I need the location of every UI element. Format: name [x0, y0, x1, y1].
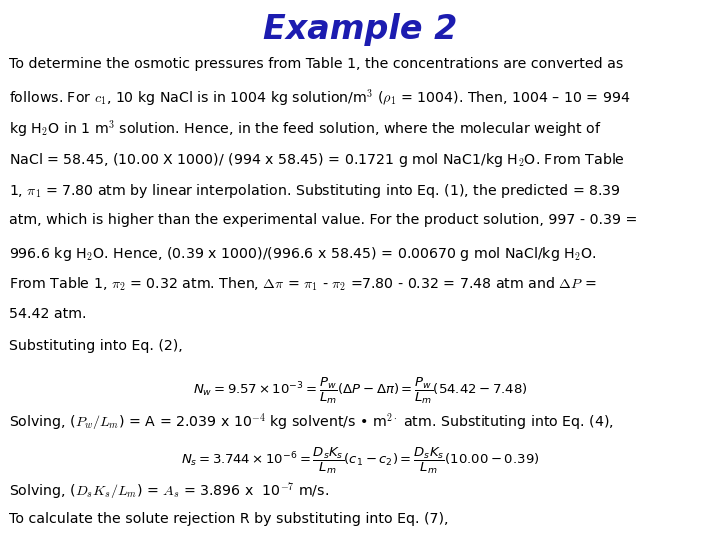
Text: 1, $\pi_1$ = 7.80 atm by linear interpolation. Substituting into Eq. (1), the pr: 1, $\pi_1$ = 7.80 atm by linear interpol…	[9, 182, 621, 200]
Text: Substituting into Eq. (2),: Substituting into Eq. (2),	[9, 339, 182, 353]
Text: atm, which is higher than the experimental value. For the product solution, 997 : atm, which is higher than the experiment…	[9, 213, 637, 227]
Text: follows. For $c_1$, 10 kg NaCl is in 1004 kg solution/m$^3$ ($\rho_1$ = 1004). T: follows. For $c_1$, 10 kg NaCl is in 100…	[9, 88, 630, 110]
Text: Solving, ($D_sK_s/L_m$) = $A_s$ = 3.896 x  10$^{-7}$ m/s.: Solving, ($D_sK_s/L_m$) = $A_s$ = 3.896 …	[9, 481, 328, 503]
Text: 54.42 atm.: 54.42 atm.	[9, 307, 86, 321]
Text: Solving, ($P_w/L_m$) = A = 2.039 x 10$^{-4}$ kg solvent/s • m$^{2\cdot}$ atm. Su: Solving, ($P_w/L_m$) = A = 2.039 x 10$^{…	[9, 412, 613, 434]
Text: To calculate the solute rejection R by substituting into Eq. (7),: To calculate the solute rejection R by s…	[9, 512, 448, 526]
Text: $N_s = 3.744 \times 10^{-6} = \dfrac{D_s K_s}{L_m}(c_1 - c_2) = \dfrac{D_s K_s}{: $N_s = 3.744 \times 10^{-6} = \dfrac{D_s…	[181, 446, 539, 476]
Text: NaCl = 58.45, (10.00 X 1000)/ (994 x 58.45) = 0.1721 g mol NaC1/kg H$_2$O. From : NaCl = 58.45, (10.00 X 1000)/ (994 x 58.…	[9, 151, 624, 168]
Text: To determine the osmotic pressures from Table 1, the concentrations are converte: To determine the osmotic pressures from …	[9, 57, 623, 71]
Text: From Table 1, $\pi_2$ = 0.32 atm. Then, $\Delta\pi$ = $\pi_1$ - $\pi_2$ =7.80 - : From Table 1, $\pi_2$ = 0.32 atm. Then, …	[9, 276, 596, 293]
Text: Example 2: Example 2	[263, 14, 457, 46]
Text: $N_w = 9.57 \times 10^{-3} = \dfrac{P_w}{L_m}(\Delta P - \Delta\pi) = \dfrac{P_w: $N_w = 9.57 \times 10^{-3} = \dfrac{P_w}…	[192, 375, 528, 406]
Text: 996.6 kg H$_2$O. Hence, (0.39 x 1000)/(996.6 x 58.45) = 0.00670 g mol NaCl/kg H$: 996.6 kg H$_2$O. Hence, (0.39 x 1000)/(9…	[9, 245, 596, 262]
Text: kg H$_2$O in 1 m$^3$ solution. Hence, in the feed solution, where the molecular : kg H$_2$O in 1 m$^3$ solution. Hence, in…	[9, 119, 601, 141]
